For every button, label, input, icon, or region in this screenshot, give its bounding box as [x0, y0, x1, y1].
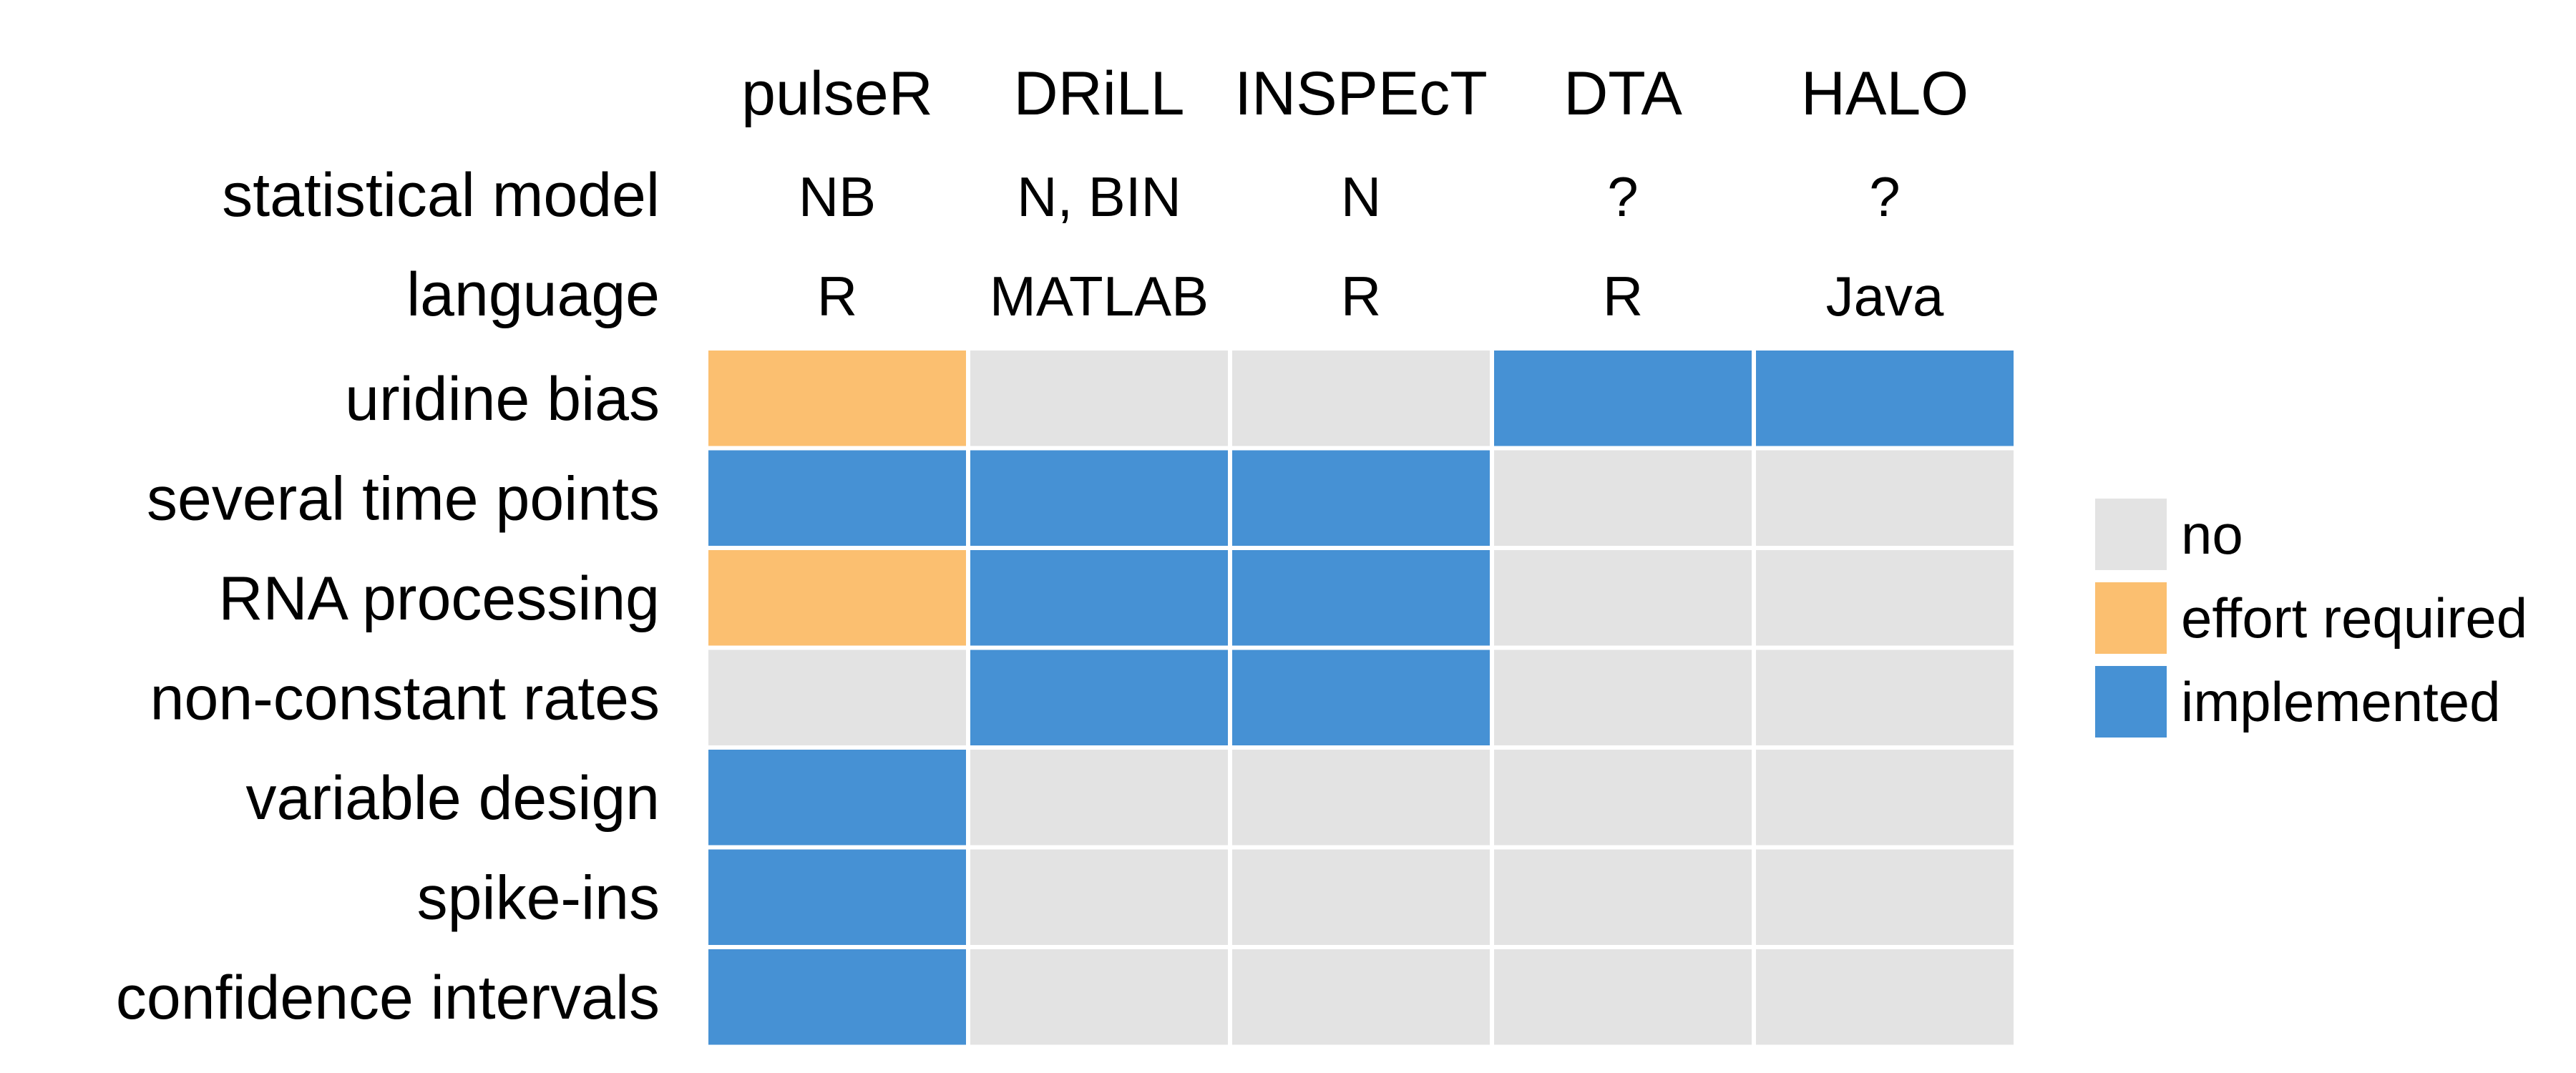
cell-confidence-intervals-pulser — [708, 949, 966, 1045]
info-value-statistical-model-pulser: NB — [799, 165, 876, 228]
cell-rna-processing-inspect — [1232, 550, 1490, 646]
column-header-dta: DTA — [1563, 59, 1682, 128]
feature-label-confidence-intervals: confidence intervals — [116, 964, 660, 1032]
cell-non-constant-rates-dta — [1494, 650, 1752, 745]
cell-rna-processing-pulser — [708, 550, 966, 646]
column-header-halo: HALO — [1801, 59, 1968, 128]
cell-non-constant-rates-pulser — [708, 650, 966, 745]
cell-uridine-bias-pulser — [708, 351, 966, 446]
cell-non-constant-rates-inspect — [1232, 650, 1490, 745]
feature-label-rna-processing: RNA processing — [218, 564, 660, 633]
cell-variable-design-inspect — [1232, 750, 1490, 846]
cell-rna-processing-halo — [1756, 550, 2014, 646]
legend-key-effort-required — [2095, 582, 2167, 654]
cell-uridine-bias-halo — [1756, 351, 2014, 446]
cell-spike-ins-dta — [1494, 849, 1752, 945]
feature-label-spike-ins: spike-ins — [417, 863, 660, 932]
cell-non-constant-rates-drill — [970, 650, 1228, 745]
cell-uridine-bias-dta — [1494, 351, 1752, 446]
legend: no effort required implemented — [2095, 499, 2527, 738]
feature-label-non-constant-rates: non-constant rates — [150, 664, 660, 733]
info-value-statistical-model-halo: ? — [1869, 165, 1900, 228]
info-value-statistical-model-drill: N, BIN — [1017, 165, 1181, 228]
cell-spike-ins-drill — [970, 849, 1228, 945]
info-value-statistical-model-inspect: N — [1341, 165, 1381, 228]
cell-confidence-intervals-drill — [970, 949, 1228, 1045]
legend-label-no: no — [2181, 503, 2243, 566]
column-header-inspect: INSPEcT — [1234, 59, 1488, 128]
cell-spike-ins-pulser — [708, 849, 966, 945]
feature-label-uridine-bias: uridine bias — [345, 365, 660, 433]
cell-uridine-bias-drill — [970, 351, 1228, 446]
info-value-language-inspect: R — [1341, 265, 1381, 328]
info-value-language-drill: MATLAB — [990, 265, 1209, 328]
cell-variable-design-dta — [1494, 750, 1752, 846]
cell-confidence-intervals-halo — [1756, 949, 2014, 1045]
cell-spike-ins-halo — [1756, 849, 2014, 945]
feature-label-several-time-points: several time points — [147, 464, 660, 533]
legend-key-implemented — [2095, 666, 2167, 738]
cell-variable-design-drill — [970, 750, 1228, 846]
legend-label-implemented: implemented — [2181, 670, 2501, 733]
cell-spike-ins-inspect — [1232, 849, 1490, 945]
cell-confidence-intervals-dta — [1494, 949, 1752, 1045]
heatmap-cells — [708, 351, 2014, 1045]
legend-key-no — [2095, 499, 2167, 570]
cell-several-time-points-halo — [1756, 450, 2014, 546]
legend-label-effort-required: effort required — [2181, 587, 2527, 650]
column-header-drill: DRiLL — [1014, 59, 1185, 128]
row-label-language: language — [406, 260, 660, 329]
info-value-statistical-model-dta: ? — [1607, 165, 1638, 228]
column-header-pulser: pulseR — [741, 59, 933, 128]
row-label-statistical-model: statistical model — [222, 161, 660, 230]
cell-confidence-intervals-inspect — [1232, 949, 1490, 1045]
cell-several-time-points-inspect — [1232, 450, 1490, 546]
tool-headers: pulseR DRiLL INSPEcT DTA HALO — [741, 59, 1968, 128]
cell-uridine-bias-inspect — [1232, 351, 1490, 446]
info-value-language-pulser: R — [817, 265, 857, 328]
cell-several-time-points-drill — [970, 450, 1228, 546]
cell-rna-processing-dta — [1494, 550, 1752, 646]
cell-several-time-points-dta — [1494, 450, 1752, 546]
info-value-language-dta: R — [1603, 265, 1643, 328]
cell-variable-design-pulser — [708, 750, 966, 846]
cell-several-time-points-pulser — [708, 450, 966, 546]
cell-rna-processing-drill — [970, 550, 1228, 646]
cell-variable-design-halo — [1756, 750, 2014, 846]
feature-labels: uridine bias several time points RNA proce… — [116, 365, 660, 1032]
info-rows: statistical model NB N, BIN N? ? language R MAT… — [222, 161, 1944, 329]
feature-label-variable-design: variable design — [246, 764, 660, 833]
info-value-language-halo: Java — [1826, 265, 1944, 328]
cell-non-constant-rates-halo — [1756, 650, 2014, 745]
